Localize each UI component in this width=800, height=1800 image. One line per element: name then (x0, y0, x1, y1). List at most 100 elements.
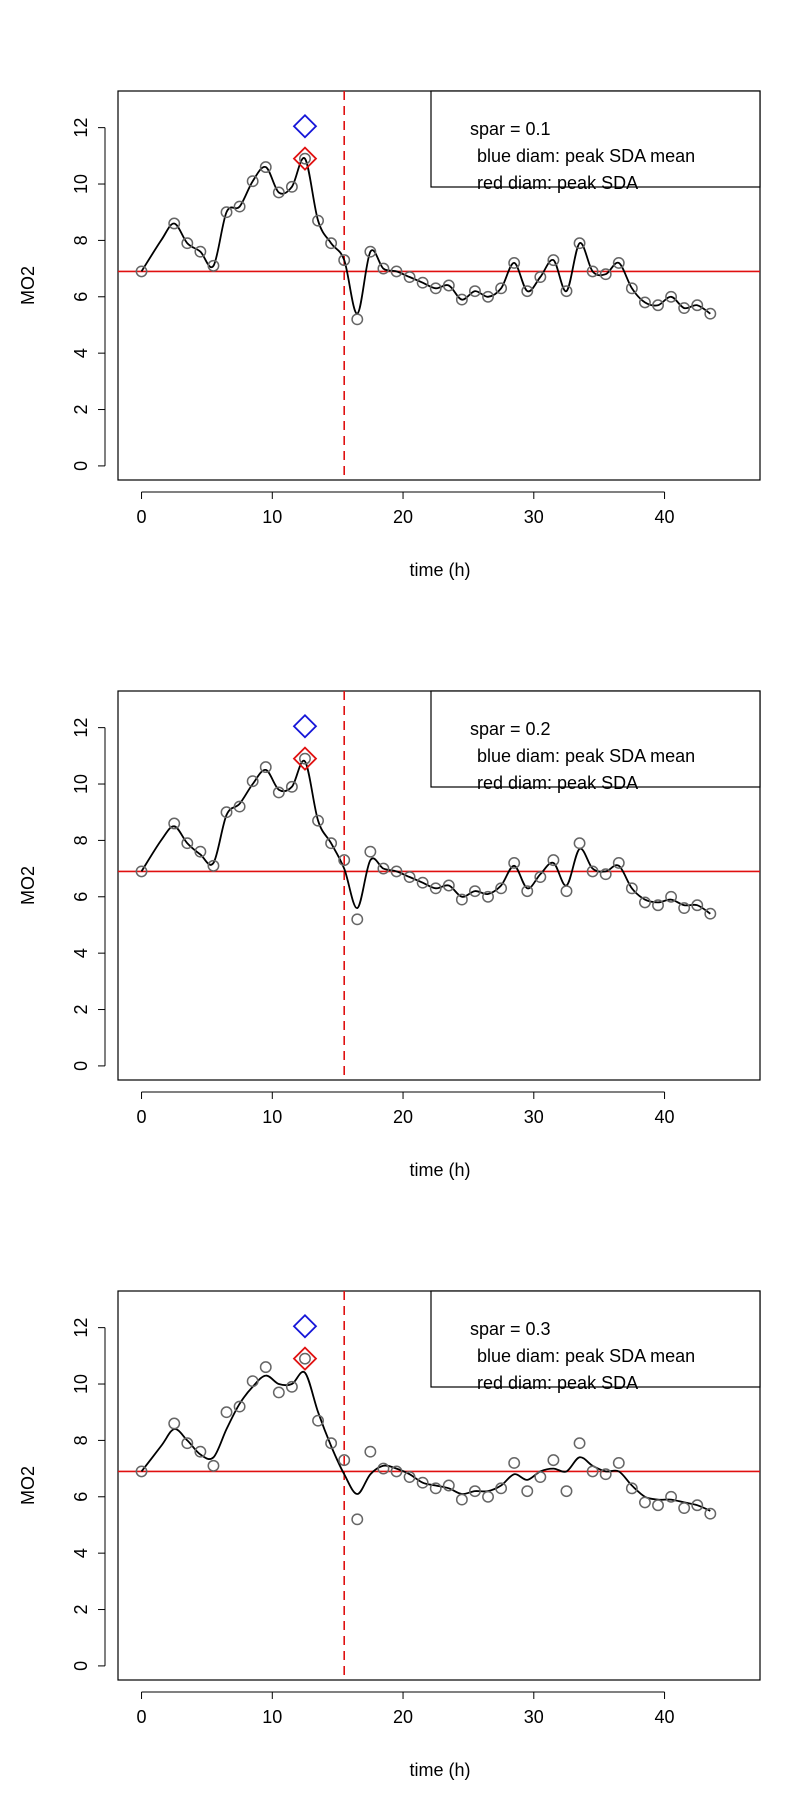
plot-area (118, 691, 760, 1080)
x-tick-label: 30 (524, 1707, 544, 1727)
data-point (351, 913, 364, 926)
y-tick-label: 8 (71, 1435, 91, 1445)
y-tick-label: 2 (71, 405, 91, 415)
data-point (416, 876, 429, 889)
data-point (586, 265, 599, 278)
data-point (259, 161, 272, 174)
data-point (325, 837, 338, 850)
x-tick-label: 30 (524, 507, 544, 527)
legend-line-1: spar = 0.1 (470, 119, 551, 139)
data-point (135, 865, 148, 878)
data-point (691, 299, 704, 312)
data-point (442, 1479, 455, 1492)
data-point (612, 1456, 625, 1469)
data-point (416, 1476, 429, 1489)
data-point (573, 1437, 586, 1450)
data-point (665, 1490, 678, 1503)
data-point (220, 206, 233, 219)
data-point (704, 307, 717, 320)
data-point (625, 1482, 638, 1495)
data-point (377, 262, 390, 275)
data-point (625, 282, 638, 295)
peak-sda-mean-diamond (292, 113, 318, 139)
data-point (482, 890, 494, 903)
legend-line-3: red diam: peak SDA (477, 773, 638, 793)
plot-area (118, 91, 760, 480)
data-point (416, 276, 429, 289)
data-point (547, 854, 560, 867)
data-point (495, 882, 508, 895)
y-tick-label: 2 (71, 1005, 91, 1015)
data-point (652, 299, 664, 312)
data-point (599, 1468, 612, 1481)
data-point (272, 786, 285, 799)
data-point (691, 899, 704, 912)
y-tick-label: 4 (71, 1548, 91, 1558)
data-point (495, 282, 508, 295)
data-point (534, 1471, 547, 1483)
data-point (547, 254, 560, 267)
data-point (455, 893, 468, 906)
y-tick-label: 10 (71, 1374, 91, 1394)
data-point (312, 214, 325, 227)
data-point (246, 1375, 259, 1388)
data-point (299, 152, 311, 165)
data-point (429, 1482, 442, 1495)
legend-line-2: blue diam: peak SDA mean (477, 746, 695, 766)
legend-box (430, 690, 761, 788)
y-tick-label: 6 (71, 1492, 91, 1502)
data-point (194, 245, 207, 258)
x-tick-label: 0 (137, 1707, 147, 1727)
data-point (168, 217, 181, 230)
data-point (612, 256, 625, 269)
data-point (521, 1485, 534, 1498)
x-tick-label: 20 (393, 507, 413, 527)
data-point (390, 265, 403, 278)
data-point (338, 254, 351, 267)
x-tick-label: 40 (655, 1707, 675, 1727)
data-point (135, 265, 148, 278)
y-tick-label: 0 (71, 1661, 91, 1671)
legend-line-2: blue diam: peak SDA mean (477, 146, 695, 166)
y-tick-label: 4 (71, 948, 91, 958)
data-point (469, 1485, 481, 1498)
data-point (599, 868, 612, 881)
data-point (299, 752, 311, 765)
data-point (207, 1459, 220, 1472)
peak-sda-diamond (292, 746, 318, 771)
data-point (207, 859, 220, 872)
x-tick-label: 40 (655, 507, 675, 527)
y-tick-label: 10 (71, 174, 91, 194)
data-point (351, 1513, 364, 1526)
y-tick-label: 2 (71, 1605, 91, 1615)
data-point (312, 814, 325, 827)
data-point (678, 1502, 691, 1515)
data-point (325, 237, 338, 250)
data-point (285, 180, 298, 193)
legend-line-3: red diam: peak SDA (477, 1373, 638, 1393)
x-tick-label: 40 (655, 1107, 675, 1127)
data-point (638, 1496, 651, 1509)
data-point (652, 1499, 664, 1512)
y-tick-label: 12 (71, 1318, 91, 1338)
chart-panel-1: 0 10 20 30 40 0 2 4 6 8 10 12 time (h) MO2 spar = 0.1 b… (18, 90, 761, 580)
x-tick-label: 20 (393, 1107, 413, 1127)
data-point (233, 800, 246, 813)
data-point (429, 282, 442, 295)
chart-panel-2: 0 10 20 30 40 0 2 4 6 8 10 12 time (h) MO2 spar = 0.2 b… (18, 690, 761, 1180)
data-point (299, 1352, 311, 1365)
data-point (534, 871, 547, 883)
y-tick-label: 0 (71, 1061, 91, 1071)
data-point (638, 896, 651, 909)
data-point (455, 293, 468, 306)
legend-box (430, 90, 761, 188)
x-tick-label: 10 (262, 507, 282, 527)
data-point (364, 845, 377, 858)
x-axis-label: time (h) (409, 560, 470, 580)
y-tick-label: 12 (71, 718, 91, 738)
data-point (508, 1456, 521, 1469)
data-point (246, 775, 259, 788)
data-point (194, 845, 207, 858)
data-point (482, 290, 494, 303)
